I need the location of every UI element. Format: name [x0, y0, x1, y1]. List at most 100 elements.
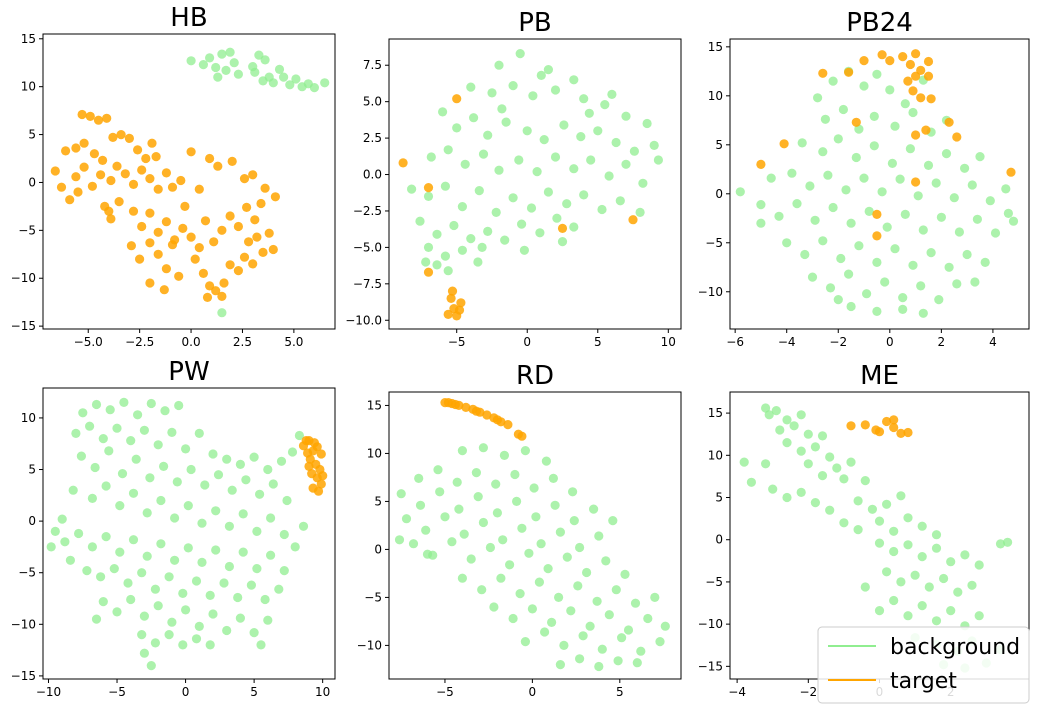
- point-background: [592, 596, 602, 606]
- point-background: [576, 132, 586, 142]
- point-background: [913, 191, 923, 201]
- point-background: [142, 551, 152, 561]
- subplot-hb: HB −5.0 −2.5 0.0 2.5 5.0 −15 −10 −5 0 5 10 15: [11, 3, 336, 349]
- point-background: [543, 65, 554, 75]
- point-background: [137, 568, 147, 578]
- point-background: [649, 140, 659, 150]
- point-background: [478, 443, 488, 453]
- point-background: [579, 94, 589, 104]
- point-target: [447, 286, 458, 296]
- point-background: [872, 69, 882, 79]
- point-target: [318, 471, 328, 481]
- point-target: [456, 298, 466, 308]
- point-target: [952, 132, 962, 142]
- point-background: [508, 613, 518, 624]
- point-target: [423, 267, 434, 277]
- point-background: [142, 508, 152, 518]
- point-target: [71, 172, 81, 182]
- point-background: [167, 427, 177, 437]
- point-background: [903, 611, 913, 621]
- point-target: [71, 143, 81, 153]
- point-background: [540, 627, 550, 637]
- point-background: [85, 421, 95, 431]
- point-background: [579, 190, 589, 200]
- point-target: [911, 130, 921, 140]
- point-background: [851, 152, 861, 163]
- point-background: [557, 237, 568, 247]
- point-background: [642, 118, 652, 129]
- point-background: [970, 277, 980, 287]
- point-background: [87, 493, 97, 503]
- point-background: [820, 114, 831, 124]
- y-tick-label: −10: [11, 617, 36, 631]
- point-background: [224, 521, 234, 531]
- point-background: [908, 107, 918, 118]
- point-target: [903, 76, 913, 86]
- point-background: [208, 609, 218, 619]
- axes-frame: [42, 387, 336, 680]
- point-target: [65, 195, 75, 205]
- point-background: [611, 137, 621, 148]
- point-background: [200, 480, 210, 490]
- point-background: [954, 227, 965, 237]
- x-tick-label: −2.5: [125, 335, 154, 349]
- point-background: [485, 542, 495, 553]
- point-background: [65, 555, 75, 565]
- point-background: [813, 93, 823, 103]
- point-target: [114, 197, 124, 207]
- point-background: [632, 658, 642, 668]
- point-background: [653, 155, 664, 165]
- point-background: [126, 594, 136, 605]
- point-background: [936, 212, 947, 222]
- point-background: [178, 588, 188, 599]
- point-background: [263, 464, 273, 475]
- point-background: [205, 640, 215, 650]
- point-background: [972, 214, 983, 224]
- point-target: [161, 217, 171, 227]
- point-target: [167, 240, 178, 250]
- point-background: [515, 49, 525, 59]
- point-background: [443, 266, 453, 276]
- point-background: [952, 279, 962, 289]
- point-background: [931, 543, 942, 553]
- x-tick-label: −10: [36, 685, 61, 699]
- point-background: [1003, 537, 1013, 547]
- point-target: [219, 278, 229, 288]
- point-background: [555, 660, 566, 670]
- point-background: [246, 580, 256, 590]
- point-background: [889, 526, 899, 536]
- point-background: [910, 570, 920, 580]
- point-background: [408, 539, 419, 549]
- point-target: [889, 415, 899, 425]
- point-background: [594, 531, 604, 541]
- point-background: [578, 631, 588, 641]
- y-tick-label: 2.5: [363, 131, 382, 145]
- point-target: [96, 170, 106, 180]
- point-background: [222, 454, 232, 464]
- point-background: [133, 410, 143, 420]
- point-background: [217, 308, 227, 318]
- point-background: [568, 487, 578, 497]
- point-background: [233, 592, 243, 603]
- point-target: [102, 113, 112, 123]
- point-background: [221, 65, 231, 75]
- point-background: [191, 576, 202, 586]
- point-target: [482, 410, 492, 420]
- point-background: [131, 454, 141, 464]
- point-background: [890, 121, 900, 131]
- point-background: [939, 573, 949, 584]
- point-background: [222, 625, 232, 636]
- point-background: [449, 220, 459, 231]
- point-target: [872, 231, 882, 241]
- point-background: [869, 141, 879, 151]
- point-target: [1006, 167, 1016, 177]
- y-tick-label: 15: [367, 398, 382, 412]
- point-target: [198, 268, 208, 278]
- point-background: [235, 459, 245, 469]
- point-background: [268, 78, 278, 88]
- point-background: [112, 423, 122, 433]
- point-background: [833, 295, 843, 305]
- point-background: [975, 152, 985, 162]
- point-background: [828, 202, 838, 213]
- point-background: [872, 306, 882, 316]
